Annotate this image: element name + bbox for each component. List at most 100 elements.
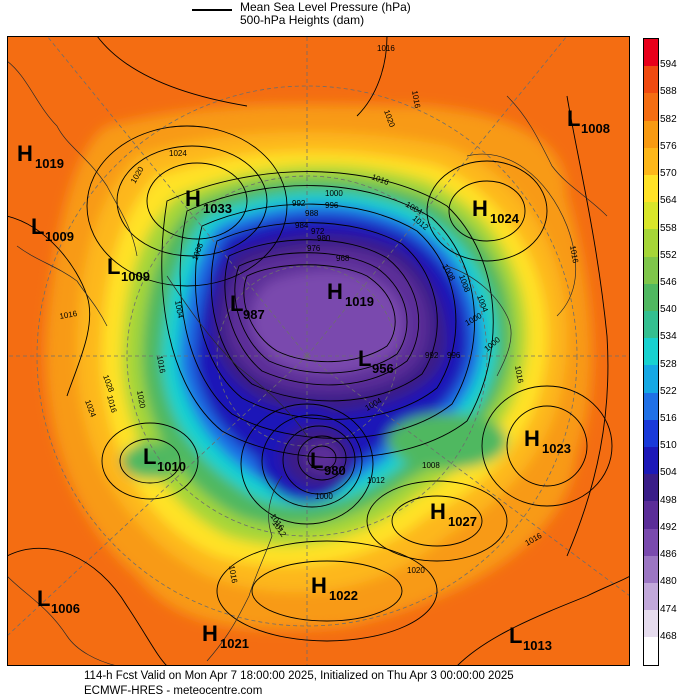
color-scale-ticks: 594 588 582 576 570 564 558 552 546 540 534 528 522 5…	[660, 38, 681, 664]
model-source-text: ECMWF-HRES - meteocentre.com	[84, 685, 263, 697]
svg-text:1027: 1027	[448, 514, 477, 529]
svg-text:976: 976	[307, 244, 321, 253]
svg-text:1000: 1000	[325, 189, 343, 198]
color-scale-swatch	[644, 229, 658, 257]
color-scale-swatch	[644, 147, 658, 176]
color-scale-swatch	[644, 419, 658, 448]
svg-text:L: L	[31, 214, 44, 239]
color-scale-swatch	[644, 365, 658, 393]
svg-text:L: L	[37, 586, 50, 611]
color-scale-tick-label: 594	[660, 59, 677, 71]
color-scale-swatch	[644, 311, 658, 339]
svg-text:1000: 1000	[315, 492, 333, 501]
svg-text:1016: 1016	[377, 44, 395, 53]
color-scale-swatch	[644, 447, 658, 475]
color-scale-tick-label: 534	[660, 331, 677, 343]
color-scale-tick-label: 498	[660, 494, 677, 506]
pressure-system: L 1009	[31, 214, 74, 244]
svg-text:1019: 1019	[345, 294, 374, 309]
color-scale-swatch	[644, 528, 658, 556]
svg-text:L: L	[358, 346, 371, 371]
svg-text:992: 992	[292, 199, 306, 208]
svg-text:H: H	[524, 426, 540, 451]
svg-text:984: 984	[295, 221, 309, 230]
color-scale-swatch	[644, 66, 658, 94]
color-scale-swatch	[644, 175, 658, 203]
svg-text:H: H	[202, 621, 218, 646]
height-field	[7, 36, 630, 666]
svg-text:1016: 1016	[513, 365, 525, 385]
svg-text:1016: 1016	[568, 245, 580, 265]
pressure-system: L 1006	[37, 586, 80, 616]
pressure-system: L 956	[358, 346, 394, 376]
svg-text:1021: 1021	[220, 636, 249, 651]
forecast-map: H 1019 L 1009 L 1009 H 1033 L 987 H 1019 L 956 …	[7, 36, 630, 666]
svg-text:1008: 1008	[581, 121, 610, 136]
svg-text:1016: 1016	[227, 565, 239, 585]
color-scale-tick-label: 540	[660, 304, 677, 316]
svg-text:H: H	[327, 279, 343, 304]
svg-text:1024: 1024	[169, 149, 187, 158]
pressure-system: H 1027	[430, 499, 477, 529]
color-scale-swatch	[644, 202, 658, 230]
svg-text:L: L	[310, 448, 323, 473]
svg-text:L: L	[230, 291, 243, 316]
header: Mean Sea Level Pressure (hPa) 500-hPa He…	[0, 0, 681, 36]
svg-text:1009: 1009	[121, 269, 150, 284]
pressure-system: L 1008	[567, 106, 610, 136]
coastlines	[7, 60, 608, 666]
svg-text:1016: 1016	[59, 309, 79, 321]
svg-text:1006: 1006	[51, 601, 80, 616]
svg-text:H: H	[185, 186, 201, 211]
pressure-systems: H 1019 L 1009 L 1009 H 1033 L 987 H 1019 L 956 …	[17, 106, 610, 653]
color-scale-swatch	[644, 610, 658, 638]
color-scale-swatch	[644, 583, 658, 611]
legend-heights-label: 500-hPa Heights (dam)	[240, 13, 365, 27]
svg-text:L: L	[567, 106, 580, 131]
color-scale-tick-label: 582	[660, 113, 677, 125]
svg-text:H: H	[430, 499, 446, 524]
svg-text:996: 996	[325, 201, 339, 210]
color-scale-tick-label: 576	[660, 140, 677, 152]
color-scale-tick-label: 588	[660, 86, 677, 98]
color-scale-swatch	[644, 120, 658, 148]
svg-text:H: H	[17, 141, 33, 166]
svg-text:992: 992	[425, 351, 439, 360]
map-frame	[7, 36, 630, 666]
color-scale-tick-label: 468	[660, 630, 677, 642]
color-scale-tick-label: 564	[660, 195, 677, 207]
pressure-system: H 1023	[524, 426, 571, 456]
svg-text:1019: 1019	[35, 156, 64, 171]
svg-text:987: 987	[243, 307, 265, 322]
color-scale-tick-label: 510	[660, 440, 677, 452]
color-scale-swatch	[644, 392, 658, 420]
svg-text:1009: 1009	[45, 229, 74, 244]
svg-text:996: 996	[447, 351, 461, 360]
color-scale-tick-label: 474	[660, 603, 677, 615]
svg-text:1022: 1022	[329, 588, 358, 603]
color-scale-swatch	[644, 474, 658, 502]
svg-text:1016: 1016	[410, 90, 422, 110]
svg-text:1012: 1012	[367, 476, 385, 485]
pressure-system: L 1010	[143, 444, 186, 474]
color-scale-tick-label: 486	[660, 549, 677, 561]
pressure-system: H 1033	[185, 186, 232, 216]
color-scale-tick-label: 570	[660, 168, 677, 180]
svg-text:980: 980	[324, 463, 346, 478]
svg-text:956: 956	[372, 361, 394, 376]
svg-text:1024: 1024	[490, 211, 520, 226]
color-scale-swatch	[644, 283, 658, 312]
color-scale-swatch	[644, 555, 658, 584]
svg-text:1013: 1013	[523, 638, 552, 653]
pressure-system: L 1009	[107, 254, 150, 284]
pressure-system: L 1013	[509, 623, 552, 653]
color-scale	[643, 38, 659, 666]
color-scale-tick-label: 504	[660, 467, 677, 479]
color-scale-tick-label: 492	[660, 521, 677, 533]
color-scale-tick-label: 546	[660, 276, 677, 288]
lat-lon-grid	[7, 36, 630, 666]
svg-text:988: 988	[305, 209, 319, 218]
svg-text:H: H	[311, 573, 327, 598]
svg-text:L: L	[107, 254, 120, 279]
svg-text:1033: 1033	[203, 201, 232, 216]
